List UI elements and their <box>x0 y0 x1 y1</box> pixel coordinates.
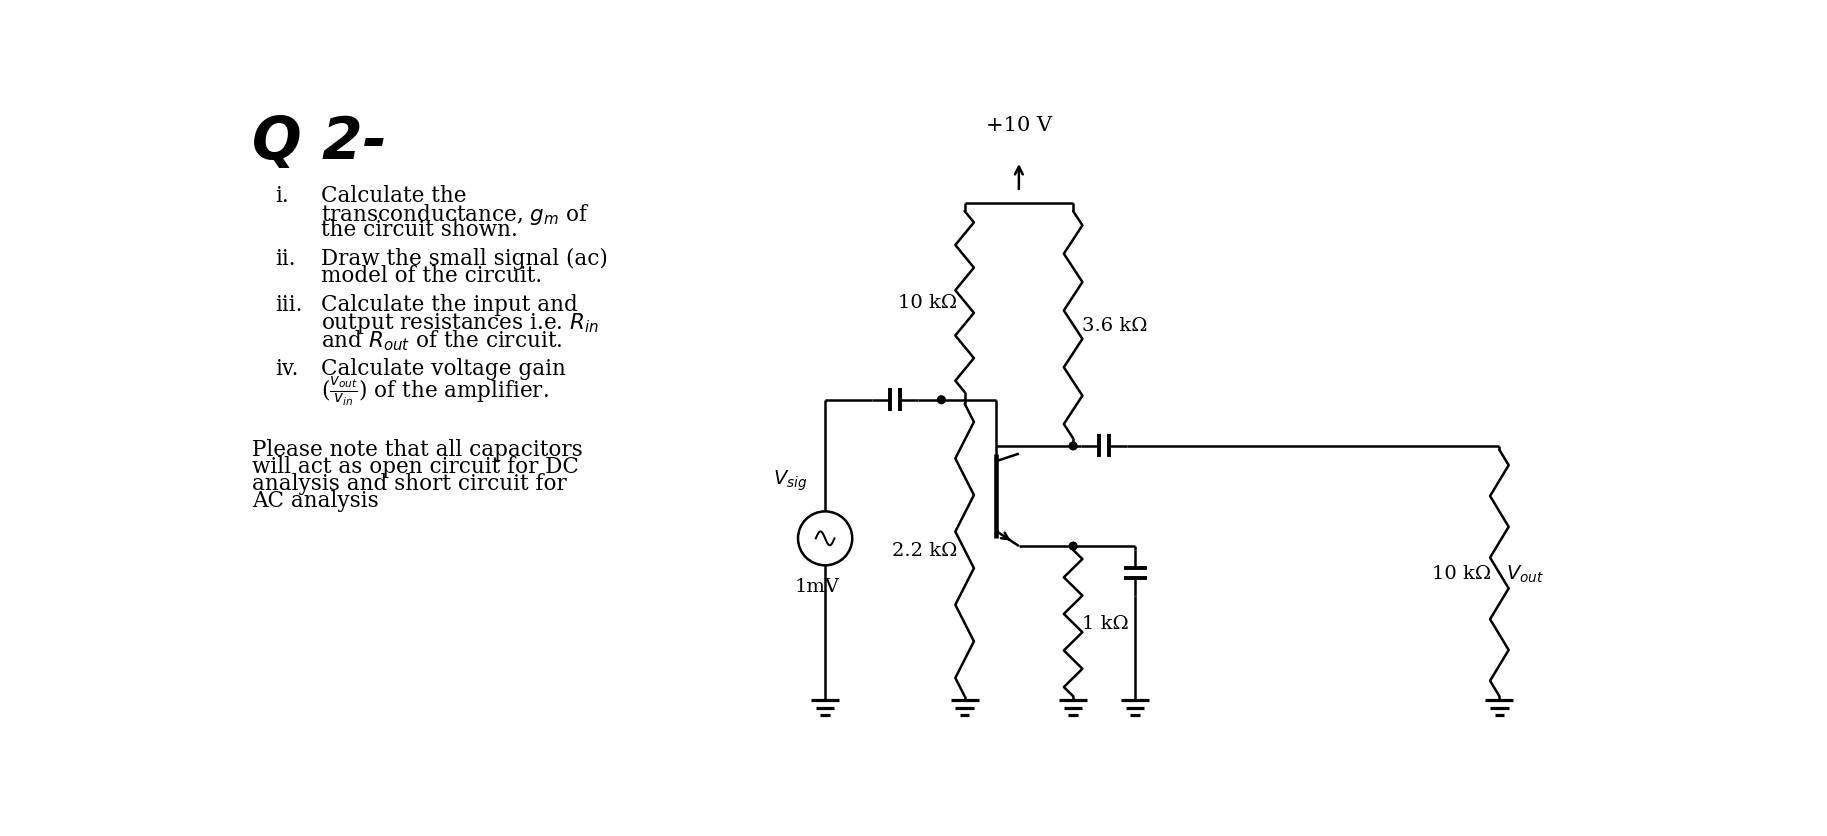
Text: 10 kΩ: 10 kΩ <box>897 293 957 311</box>
Circle shape <box>1069 543 1076 550</box>
Text: 1mV: 1mV <box>795 577 840 595</box>
Text: Q 2-: Q 2- <box>252 115 387 171</box>
Text: Calculate the input and: Calculate the input and <box>322 294 577 316</box>
Text: iii.: iii. <box>274 294 301 316</box>
Text: transconductance, $g_m$ of: transconductance, $g_m$ of <box>322 201 590 227</box>
Text: AC analysis: AC analysis <box>252 489 378 512</box>
Text: will act as open circuit for DC: will act as open circuit for DC <box>252 456 579 477</box>
Text: ii.: ii. <box>274 248 296 270</box>
Text: $V_{sig}$: $V_{sig}$ <box>773 468 808 492</box>
Text: iv.: iv. <box>274 357 298 380</box>
Text: Draw the small signal (ac): Draw the small signal (ac) <box>322 248 608 270</box>
Text: and $R_{out}$ of the circuit.: and $R_{out}$ of the circuit. <box>322 328 563 353</box>
Text: 2.2 kΩ: 2.2 kΩ <box>892 541 957 559</box>
Circle shape <box>1069 442 1076 451</box>
Text: 1 kΩ: 1 kΩ <box>1082 614 1129 632</box>
Text: $V_{out}$: $V_{out}$ <box>1505 563 1544 584</box>
Text: analysis and short circuit for: analysis and short circuit for <box>252 472 566 495</box>
Text: model of the circuit.: model of the circuit. <box>322 265 543 287</box>
Text: ($\frac{v_{out}}{v_{in}}$) of the amplifier.: ($\frac{v_{out}}{v_{in}}$) of the amplif… <box>322 375 550 408</box>
Text: i.: i. <box>274 185 289 206</box>
Text: 10 kΩ: 10 kΩ <box>1432 564 1491 583</box>
Text: Please note that all capacitors: Please note that all capacitors <box>252 439 583 461</box>
Text: Calculate the: Calculate the <box>322 185 468 206</box>
Circle shape <box>937 396 945 404</box>
Text: Calculate voltage gain: Calculate voltage gain <box>322 357 566 380</box>
Text: output resistances i.e. $R_{in}$: output resistances i.e. $R_{in}$ <box>322 311 599 336</box>
Text: +10 V: +10 V <box>987 116 1052 135</box>
Text: 3.6 kΩ: 3.6 kΩ <box>1082 316 1147 334</box>
Text: the circuit shown.: the circuit shown. <box>322 219 519 241</box>
